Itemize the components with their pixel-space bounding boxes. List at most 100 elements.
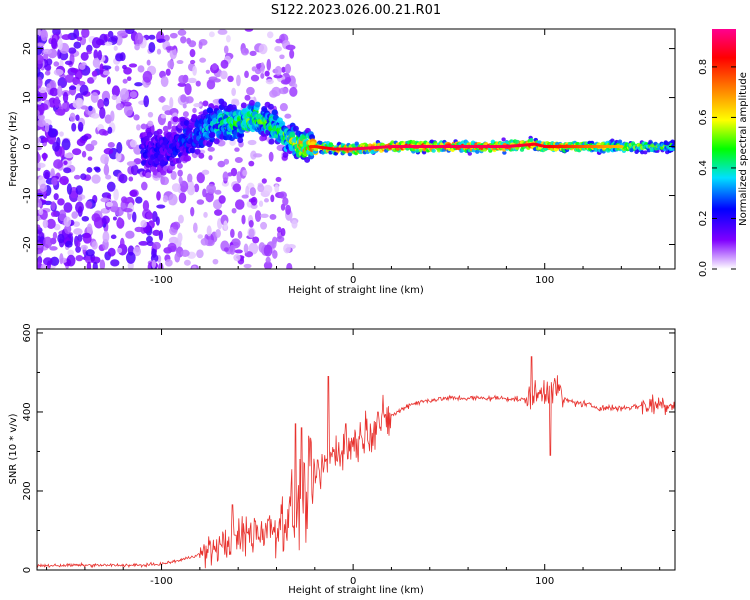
heatmap-cell xyxy=(281,66,286,73)
heatmap-cell xyxy=(91,174,101,184)
snr-line xyxy=(37,356,675,569)
heatmap-cell xyxy=(254,210,262,222)
heatmap-cell xyxy=(421,150,427,155)
heatmap-cell xyxy=(79,84,89,96)
colorbar: 0.0 0.2 0.4 0.6 0.8 Normalized spectral ampl… xyxy=(698,29,749,277)
heatmap-cell xyxy=(62,91,69,103)
heatmap-cell xyxy=(280,228,286,237)
heatmap-cell xyxy=(134,32,144,45)
heatmap-cell xyxy=(252,153,263,158)
heatmap-cell xyxy=(180,36,187,44)
heatmap-cell xyxy=(50,201,56,211)
heatmap-cell xyxy=(187,173,193,183)
heatmap-cell xyxy=(217,29,228,35)
heatmap-cell xyxy=(37,195,40,203)
heatmap-cell xyxy=(58,209,67,222)
heatmap-cell xyxy=(165,46,176,51)
heatmap-cell xyxy=(221,101,228,108)
heatmap-cell xyxy=(222,171,229,182)
heatmap-cell xyxy=(59,131,64,137)
heatmap-cell xyxy=(88,105,93,112)
heatmap-cell xyxy=(203,211,208,218)
heatmap-cell xyxy=(81,29,90,38)
heatmap-cell xyxy=(220,70,228,80)
heatmap-cell xyxy=(304,156,311,163)
heatmap-cell xyxy=(99,259,106,269)
heatmap-cell xyxy=(475,149,480,154)
heatmap-cell xyxy=(145,172,152,179)
heatmap-cell xyxy=(121,196,128,203)
heatmap-cell xyxy=(57,38,63,51)
heatmap-cell xyxy=(37,145,42,151)
heatmap-cell xyxy=(268,138,275,145)
heatmap-cell xyxy=(162,125,169,132)
heatmap-cell xyxy=(54,108,65,116)
heatmap-cell xyxy=(122,78,128,84)
heatmap-cell xyxy=(234,199,245,210)
heatmap-cell xyxy=(260,62,265,74)
heatmap-cell xyxy=(81,150,87,158)
heatmap-cell xyxy=(63,167,72,174)
heatmap-cell xyxy=(82,232,92,244)
heatmap-cell xyxy=(104,114,112,124)
heatmap-cell xyxy=(245,185,250,198)
heatmap-cell xyxy=(232,183,242,193)
heatmap-cell xyxy=(72,221,80,228)
heatmap-cell xyxy=(273,74,283,79)
heatmap-cell xyxy=(354,141,359,146)
heatmap-cell xyxy=(73,29,80,39)
heatmap-cell xyxy=(142,200,150,212)
heatmap-cell xyxy=(37,224,41,230)
heatmap-cell xyxy=(156,48,162,55)
x-tick-label: -100 xyxy=(150,275,173,286)
heatmap-cell xyxy=(247,139,257,146)
heatmap-cell xyxy=(106,181,116,192)
heatmap-cell xyxy=(183,120,190,127)
heatmap-cell xyxy=(156,128,163,135)
heatmap-cell xyxy=(197,234,203,239)
heatmap-cell xyxy=(111,94,118,101)
heatmap-cell xyxy=(75,185,83,195)
heatmap-cell xyxy=(178,176,183,185)
heatmap-cell xyxy=(105,174,112,180)
heatmap-cell xyxy=(37,34,41,44)
heatmap-cell xyxy=(254,101,261,108)
colorbar-tick-label: 0.0 xyxy=(698,261,709,277)
heatmap-cell xyxy=(243,243,249,254)
heatmap-cell xyxy=(176,60,184,65)
heatmap-cell xyxy=(205,69,210,74)
heatmap-cell xyxy=(115,103,124,111)
heatmap-cell xyxy=(250,74,260,82)
heatmap-cell xyxy=(104,41,113,46)
heatmap-cell xyxy=(213,78,221,83)
heatmap-cell xyxy=(68,47,77,54)
heatmap-cell xyxy=(269,214,277,220)
y-tick-label: 20 xyxy=(22,42,33,55)
heatmap-cell xyxy=(53,193,59,201)
heatmap-cell xyxy=(213,138,220,145)
heatmap-cell xyxy=(191,113,198,120)
heatmap-cell xyxy=(147,111,154,118)
heatmap-cell xyxy=(61,102,68,109)
heatmap-cell xyxy=(50,168,55,177)
heatmap-cell xyxy=(231,207,237,214)
heatmap-cell xyxy=(271,238,277,249)
heatmap-cell xyxy=(102,70,110,76)
heatmap-cell xyxy=(146,241,155,247)
heatmap-cell xyxy=(274,184,280,194)
heatmap-cell xyxy=(257,184,265,193)
figure-title: S122.2023.026.00.21.R01 xyxy=(271,3,441,18)
heatmap-cell xyxy=(215,228,221,238)
colorbar-tick-label: 0.6 xyxy=(698,109,709,125)
heatmap-cell xyxy=(146,131,153,138)
heatmap-cell xyxy=(248,228,255,238)
heatmap-cell xyxy=(220,59,229,69)
heatmap-cell xyxy=(261,178,267,184)
heatmap-cell xyxy=(234,147,240,152)
heatmap-cell xyxy=(156,38,166,43)
heatmap-cell xyxy=(50,211,57,217)
heatmap-cell xyxy=(91,241,98,250)
heatmap-cell xyxy=(138,241,149,246)
heatmap-cell xyxy=(91,70,98,77)
